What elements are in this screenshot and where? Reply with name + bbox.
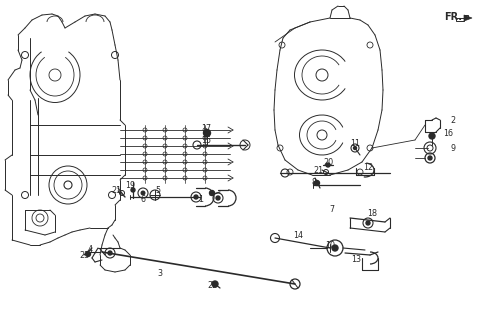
Text: 17: 17 [201, 124, 211, 132]
Text: 7: 7 [329, 205, 335, 214]
Circle shape [194, 195, 198, 199]
Circle shape [429, 133, 435, 139]
Text: 10: 10 [325, 241, 335, 250]
Text: 5: 5 [155, 186, 161, 195]
Circle shape [209, 190, 215, 196]
Circle shape [366, 221, 370, 225]
Text: 15: 15 [201, 135, 211, 145]
Text: 3: 3 [157, 269, 163, 278]
Text: 21: 21 [313, 165, 323, 174]
Text: 1: 1 [198, 196, 204, 204]
Text: 11: 11 [350, 139, 360, 148]
Circle shape [315, 180, 319, 186]
Circle shape [216, 196, 220, 200]
Polygon shape [464, 15, 472, 21]
Circle shape [332, 245, 338, 251]
Circle shape [131, 188, 135, 192]
Text: 20: 20 [323, 157, 333, 166]
Text: 14: 14 [293, 230, 303, 239]
Text: 8: 8 [312, 178, 316, 187]
Circle shape [108, 251, 112, 255]
Text: 2: 2 [450, 116, 456, 124]
Text: 19: 19 [125, 180, 135, 189]
Text: 4: 4 [87, 245, 93, 254]
Text: 6: 6 [141, 196, 145, 204]
Text: 18: 18 [367, 209, 377, 218]
Circle shape [86, 252, 90, 257]
Circle shape [204, 130, 210, 137]
Text: 12: 12 [363, 163, 373, 172]
Text: 16: 16 [443, 129, 453, 138]
Text: 9: 9 [450, 143, 456, 153]
Circle shape [428, 156, 432, 160]
Circle shape [354, 147, 357, 149]
Circle shape [212, 281, 218, 287]
Text: 13: 13 [351, 255, 361, 265]
Circle shape [326, 163, 330, 167]
Text: 21: 21 [111, 186, 121, 195]
Circle shape [141, 191, 145, 195]
Text: 22: 22 [207, 282, 217, 291]
Text: FR.: FR. [444, 12, 462, 22]
Text: 23: 23 [79, 251, 89, 260]
